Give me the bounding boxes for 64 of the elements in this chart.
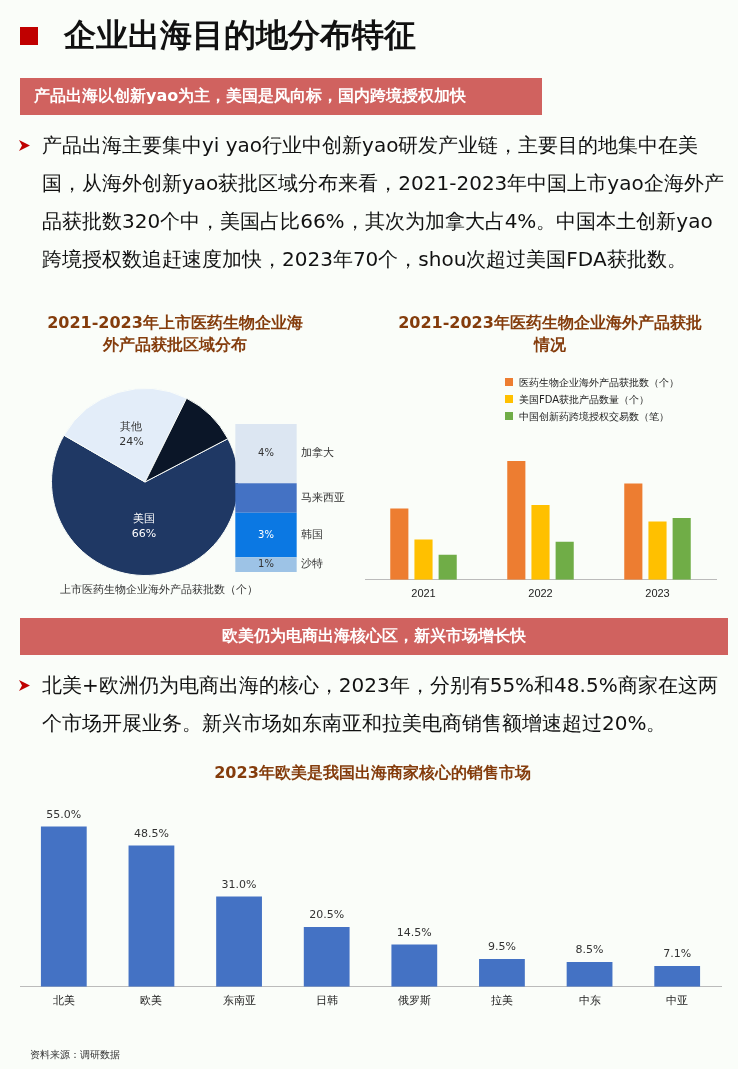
bar bbox=[414, 539, 433, 580]
data-label: 4% bbox=[258, 447, 274, 459]
series-label: 沙特 bbox=[300, 557, 323, 571]
bar bbox=[654, 966, 701, 987]
chart-title: 2021-2023年上市医药生物企业海外产品获批区域分布 bbox=[46, 312, 304, 356]
x-tick-label: 2022 bbox=[528, 587, 553, 600]
text: 资料来源：调研数据 bbox=[30, 1048, 120, 1062]
data-label: 9.5% bbox=[487, 940, 516, 954]
series-label: 加拿大 bbox=[300, 446, 334, 460]
chart-title: 2023年欧美是我国出海商家核心的销售市场 bbox=[213, 762, 532, 784]
x-tick-label: 俄罗斯 bbox=[397, 994, 431, 1007]
data-label: 24% bbox=[119, 435, 144, 449]
data-label: 55.0% bbox=[46, 807, 82, 821]
data-label: 66% bbox=[131, 526, 157, 540]
x-tick-label: 拉美 bbox=[490, 994, 513, 1007]
bar bbox=[390, 508, 409, 580]
legend-label: 中国创新药跨境授权交易数（笔） bbox=[518, 410, 670, 424]
bar bbox=[555, 541, 574, 580]
text: 上市医药生物企业海外产品获批数（个） bbox=[60, 582, 258, 597]
text: 欧美仍为电商出海核心区，新兴市场增长快 bbox=[20, 618, 728, 655]
x-tick-label: 中东 bbox=[578, 994, 601, 1007]
data-label: 31.0% bbox=[221, 877, 257, 891]
chart-title: 2021-2023年医药生物企业海外产品获批情况 bbox=[397, 312, 703, 356]
bar bbox=[648, 521, 667, 580]
bar bbox=[566, 962, 613, 987]
x-tick-label: 东南亚 bbox=[222, 994, 256, 1007]
data-label: 1% bbox=[258, 558, 274, 570]
bar bbox=[531, 504, 550, 580]
series-label: 韩国 bbox=[300, 527, 323, 541]
data-label: 8.5% bbox=[575, 943, 604, 957]
text: 产品出海以创新yao为主，美国是风向标，国内跨境授权加快 bbox=[20, 78, 542, 115]
text: 企业出海目的地分布特征 bbox=[64, 15, 416, 56]
data-label: 48.5% bbox=[133, 826, 169, 840]
x-tick-label: 欧美 bbox=[140, 994, 163, 1007]
slice-label: 美国 bbox=[133, 511, 156, 525]
data-label: 3% bbox=[258, 528, 274, 540]
bar bbox=[216, 896, 262, 987]
bar bbox=[391, 944, 438, 987]
x-tick-label: 2021 bbox=[411, 587, 436, 600]
series-label: 马来西亚 bbox=[300, 490, 345, 504]
bar bbox=[235, 424, 297, 484]
bar bbox=[235, 557, 297, 572]
x-tick-label: 2023 bbox=[645, 587, 670, 600]
x-tick-label: 中亚 bbox=[666, 994, 689, 1007]
slice-label: 其他 bbox=[120, 420, 143, 434]
text: 北美+欧洲仍为电商出海的核心，2023年，分别有55%和48.5%商家在这两个市场开展业务。新兴市场如东南亚和拉美电商销售额增速超过20%。 bbox=[41, 672, 719, 737]
x-tick-label: 北美 bbox=[52, 994, 75, 1007]
bar bbox=[40, 826, 87, 987]
data-label: 14.5% bbox=[396, 925, 432, 939]
bar bbox=[128, 845, 175, 987]
data-label: 7.1% bbox=[663, 947, 692, 961]
bar bbox=[624, 483, 643, 580]
bar bbox=[507, 461, 526, 580]
bar bbox=[235, 483, 297, 513]
text: 产品出海主要集中yi yao行业中创新yao研发产业链，主要目的地集中在美国，从海外创新yao获批区域分布来看，2021-2023年中国上市yao企海外产品获批数320个中，美国占比66%，其次为加拿大占4%。中国本土创新yao跨境授权数追赶速度加快，2023年70个，shou次超过美国FDA获批数。 bbox=[41, 132, 725, 273]
legend-label: 医药生物企业海外产品获批数（个） bbox=[518, 376, 679, 390]
x-tick-label: 日韩 bbox=[315, 994, 338, 1007]
legend-label: 美国FDA获批产品数量（个） bbox=[518, 393, 651, 407]
data-label: 20.5% bbox=[309, 908, 345, 922]
bar bbox=[672, 518, 691, 580]
bar bbox=[303, 927, 350, 987]
bar bbox=[438, 554, 457, 580]
bar bbox=[479, 959, 525, 987]
bar bbox=[235, 512, 297, 558]
